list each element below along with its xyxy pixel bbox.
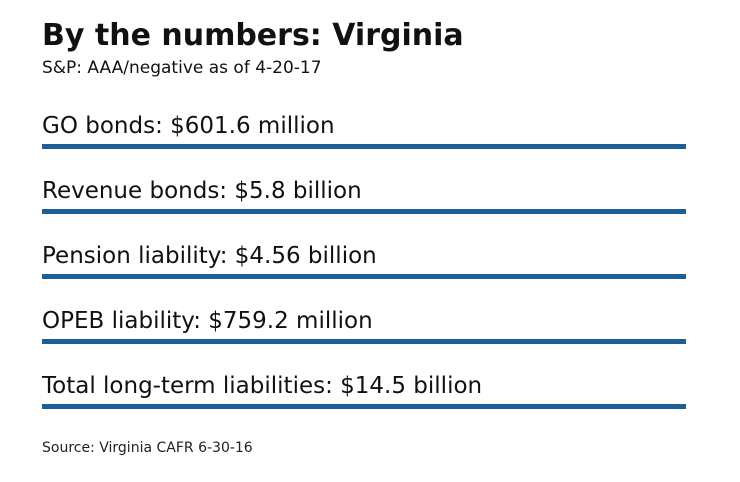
stat-label-total-liabilities: Total long-term liabilities: $14.5 billi… <box>42 373 483 399</box>
stat-row-revenue-bonds: Revenue bonds: $5.8 billion <box>42 169 686 234</box>
stat-label-go-bonds: GO bonds: $601.6 million <box>42 113 335 139</box>
stat-row-go-bonds: GO bonds: $601.6 million <box>42 104 686 169</box>
source-note: Source: Virginia CAFR 6-30-16 <box>42 440 253 456</box>
stat-label-revenue-bonds: Revenue bonds: $5.8 billion <box>42 178 362 204</box>
stat-underline-revenue-bonds <box>42 209 686 214</box>
stat-underline-opeb-liability <box>42 339 686 344</box>
stat-row-pension-liability: Pension liability: $4.56 billion <box>42 234 686 299</box>
stat-underline-pension-liability <box>42 274 686 279</box>
rating-subtitle: S&P: AAA/negative as of 4-20-17 <box>42 58 322 78</box>
stat-row-total-liabilities: Total long-term liabilities: $14.5 billi… <box>42 364 686 429</box>
page-title: By the numbers: Virginia <box>42 18 464 53</box>
stat-underline-go-bonds <box>42 144 686 149</box>
stats-list: GO bonds: $601.6 million Revenue bonds: … <box>42 104 686 429</box>
stat-row-opeb-liability: OPEB liability: $759.2 million <box>42 299 686 364</box>
stat-label-opeb-liability: OPEB liability: $759.2 million <box>42 308 373 334</box>
stat-underline-total-liabilities <box>42 404 686 409</box>
stat-label-pension-liability: Pension liability: $4.56 billion <box>42 243 377 269</box>
